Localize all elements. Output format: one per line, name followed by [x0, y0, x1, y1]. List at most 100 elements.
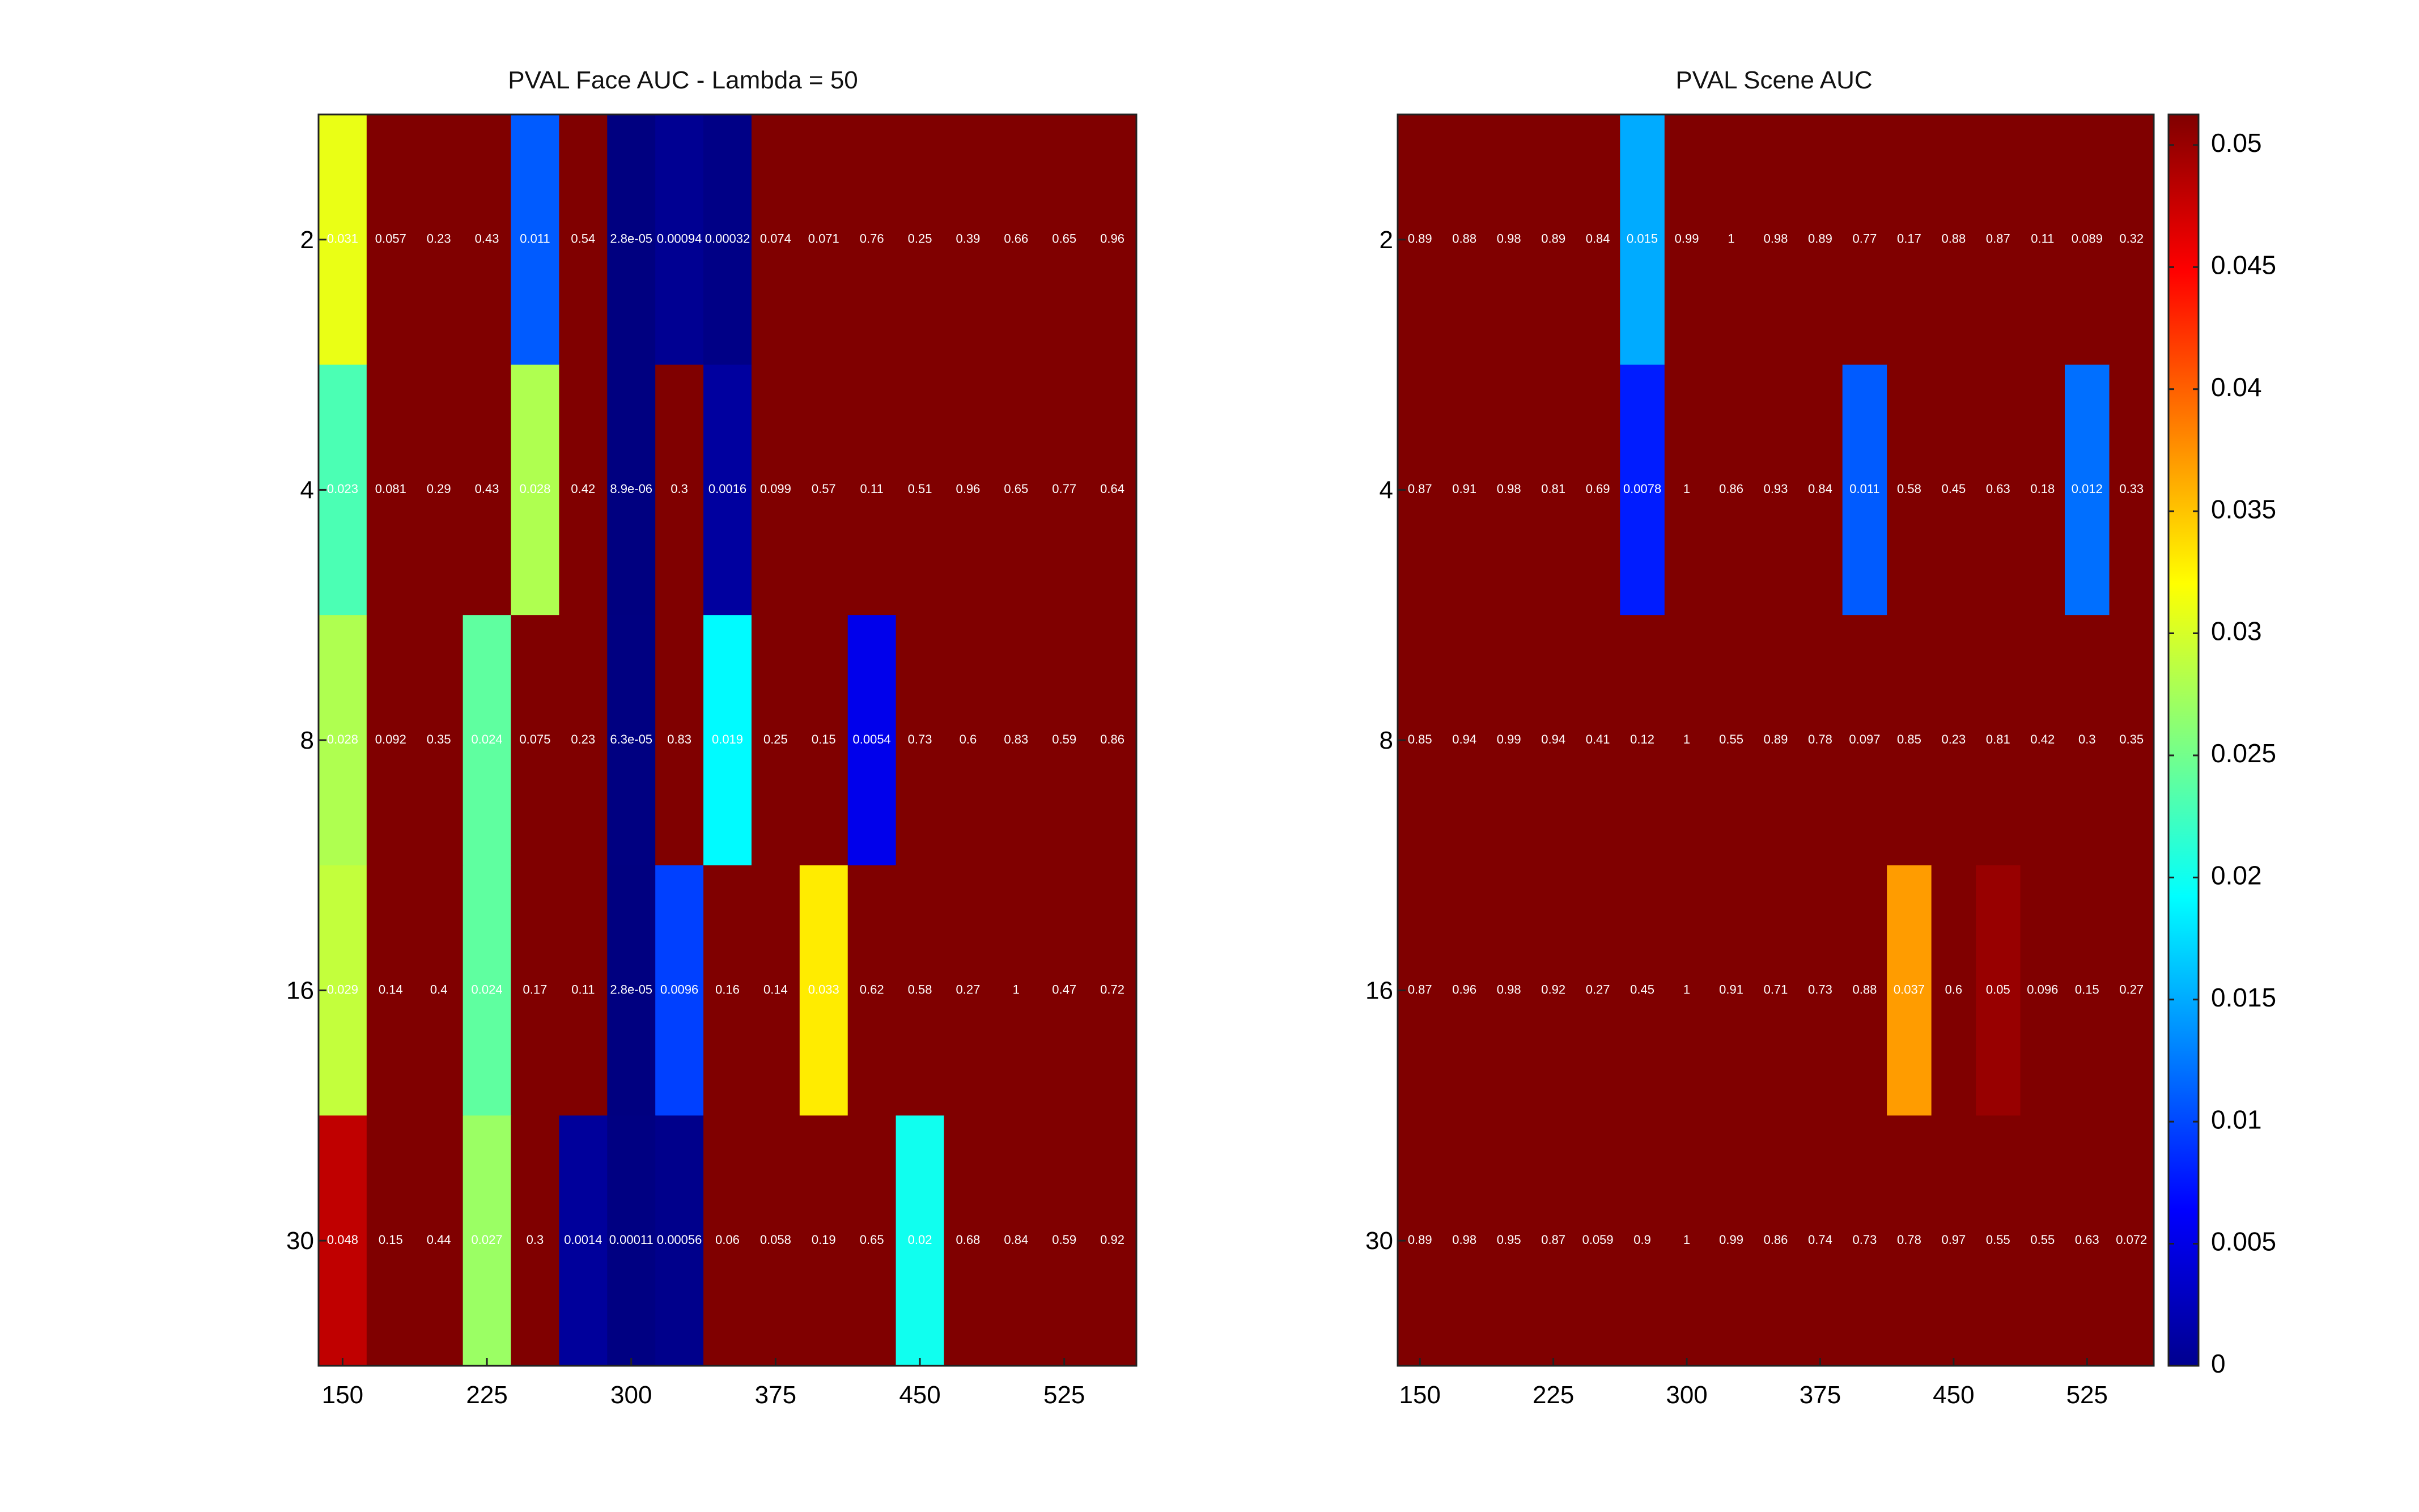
face-auc-y-tick-label: 30	[286, 1227, 314, 1255]
scene-auc-cell	[1931, 865, 1976, 1116]
scene-auc-x-ticks: 150 225 300 375 450 525	[1399, 1358, 2108, 1409]
scene-auc-cell	[1976, 114, 2021, 366]
face-auc-cell-label: 0.59	[1052, 1233, 1076, 1247]
scene-auc-cell	[1620, 615, 1665, 866]
scene-auc-cell-label: 0.69	[1586, 482, 1610, 496]
face-auc-cell-label: 0.019	[712, 732, 743, 746]
face-auc-cell	[944, 364, 993, 615]
face-auc-cell-label: 0.86	[1100, 732, 1124, 746]
scene-auc-heatmap: PVAL Scene AUC 0.89 0.88 0.98 0.89 0.84 0.015…	[1365, 66, 2155, 1409]
scene-auc-cell-label: 0.23	[1941, 732, 1966, 746]
scene-auc-x-tick-label: 225	[1533, 1381, 1574, 1409]
face-auc-cell-label: 0.031	[327, 232, 358, 246]
face-auc-cell	[896, 114, 945, 366]
scene-auc-cell	[1887, 364, 1932, 615]
face-auc-y-tick-label: 8	[300, 727, 314, 754]
face-auc-cell	[944, 865, 993, 1116]
face-auc-cell	[607, 865, 656, 1116]
face-auc-cell-label: 0.071	[808, 232, 839, 246]
scene-auc-cell-label: 0.91	[1452, 482, 1476, 496]
face-auc-cell-label: 0.074	[760, 232, 791, 246]
face-auc-cell-label: 0.099	[760, 482, 791, 496]
face-auc-cell-label: 0.0054	[853, 732, 891, 746]
face-auc-cell	[511, 364, 560, 615]
colorbar-tick-label: 0	[2211, 1349, 2226, 1378]
scene-auc-cell-label: 0.89	[1408, 232, 1432, 246]
face-auc-cell-label: 0.028	[519, 482, 550, 496]
scene-auc-cell	[1842, 114, 1887, 366]
scene-auc-cell	[1442, 865, 1487, 1116]
scene-auc-cell-label: 0.32	[2119, 232, 2144, 246]
scene-auc-cell-label: 0.95	[1497, 1233, 1521, 1247]
face-auc-cell-label: 0.42	[571, 482, 595, 496]
scene-auc-cell	[1798, 364, 1843, 615]
scene-auc-cell-label: 0.45	[1630, 982, 1654, 996]
face-auc-cell	[1088, 114, 1137, 366]
colorbar-tick-label: 0.035	[2211, 494, 2276, 524]
face-auc-cell	[847, 364, 897, 615]
face-auc-cell-label: 0.11	[571, 982, 595, 996]
scene-auc-cell	[2109, 865, 2154, 1116]
scene-auc-cell	[1575, 615, 1621, 866]
face-auc-cell-label: 0.96	[956, 482, 980, 496]
scene-auc-cell	[1798, 865, 1843, 1116]
face-auc-cell	[319, 114, 367, 366]
scene-auc-cell-label: 0.35	[2119, 732, 2144, 746]
scene-auc-y-tick-label: 16	[1365, 977, 1393, 1005]
face-auc-cell	[751, 865, 800, 1116]
face-auc-cell	[992, 615, 1041, 866]
face-auc-cell	[703, 364, 752, 615]
face-auc-y-tick-label: 2	[300, 226, 314, 254]
scene-auc-cell	[1709, 1115, 1754, 1366]
face-auc-cell-label: 2.8e-05	[610, 232, 652, 246]
face-auc-cell-label: 0.39	[956, 232, 980, 246]
scene-auc-cell-label: 0.58	[1897, 482, 1921, 496]
face-auc-cell-label: 0.54	[571, 232, 595, 246]
colorbar-tick-label: 0.04	[2211, 372, 2262, 402]
scene-auc-cell	[1931, 1115, 1976, 1366]
face-auc-cell	[319, 865, 367, 1116]
face-auc-cell	[462, 364, 512, 615]
face-auc-cell-label: 0.033	[808, 982, 839, 996]
scene-auc-y-tick-label: 2	[1380, 226, 1393, 254]
scene-auc-cell	[1664, 114, 1710, 366]
scene-auc-cell-label: 0.12	[1630, 732, 1654, 746]
scene-auc-cell-label: 0.98	[1497, 982, 1521, 996]
scene-auc-cell-label: 0.91	[1719, 982, 1743, 996]
face-auc-cell-label: 0.023	[327, 482, 358, 496]
scene-auc-cell-label: 1	[1683, 982, 1690, 996]
scene-auc-cell-label: 0.87	[1986, 232, 2010, 246]
scene-auc-cell	[1753, 865, 1799, 1116]
scene-auc-cell-label: 1	[1683, 732, 1690, 746]
scene-auc-cell-label: 0.011	[1849, 482, 1879, 496]
face-auc-cell-label: 0.11	[860, 482, 884, 496]
scene-auc-cell	[1931, 615, 1976, 866]
scene-auc-cell-label: 0.072	[2116, 1233, 2147, 1247]
face-auc-cell-label: 0.83	[667, 732, 691, 746]
face-auc-x-tick-label: 450	[899, 1381, 940, 1409]
face-auc-cell-label: 0.3	[527, 1233, 544, 1247]
scene-auc-cell	[1887, 865, 1932, 1116]
face-auc-cell-label: 0.058	[760, 1233, 791, 1247]
face-auc-cell	[655, 1115, 704, 1366]
face-auc-cell	[607, 1115, 656, 1366]
face-auc-cell-labels: 0.031 0.057 0.23 0.43 0.011 0.54 2.8e-05 0.0009…	[327, 232, 1124, 1247]
face-auc-frame	[317, 113, 1138, 1367]
face-auc-cell	[655, 364, 704, 615]
scene-auc-cell-label: 0.41	[1586, 732, 1610, 746]
scene-auc-cell	[1664, 1115, 1710, 1366]
scene-auc-cell-label: 0.037	[1894, 982, 1925, 996]
face-auc-cell-label: 0.00032	[705, 232, 750, 246]
scene-auc-cell-label: 0.059	[1582, 1233, 1614, 1247]
scene-auc-cell-label: 0.89	[1541, 232, 1565, 246]
face-auc-cell-label: 0.19	[812, 1233, 836, 1247]
face-auc-cell	[799, 364, 848, 615]
face-auc-cell-label: 0.23	[427, 232, 451, 246]
face-auc-cell	[366, 865, 415, 1116]
scene-auc-cell	[1842, 1115, 1887, 1366]
scene-auc-cell-label: 0.94	[1541, 732, 1565, 746]
face-auc-cell-label: 0.048	[327, 1233, 358, 1247]
scene-auc-cell	[1531, 615, 1576, 866]
face-auc-cell	[366, 364, 415, 615]
scene-auc-cell	[1709, 114, 1754, 366]
